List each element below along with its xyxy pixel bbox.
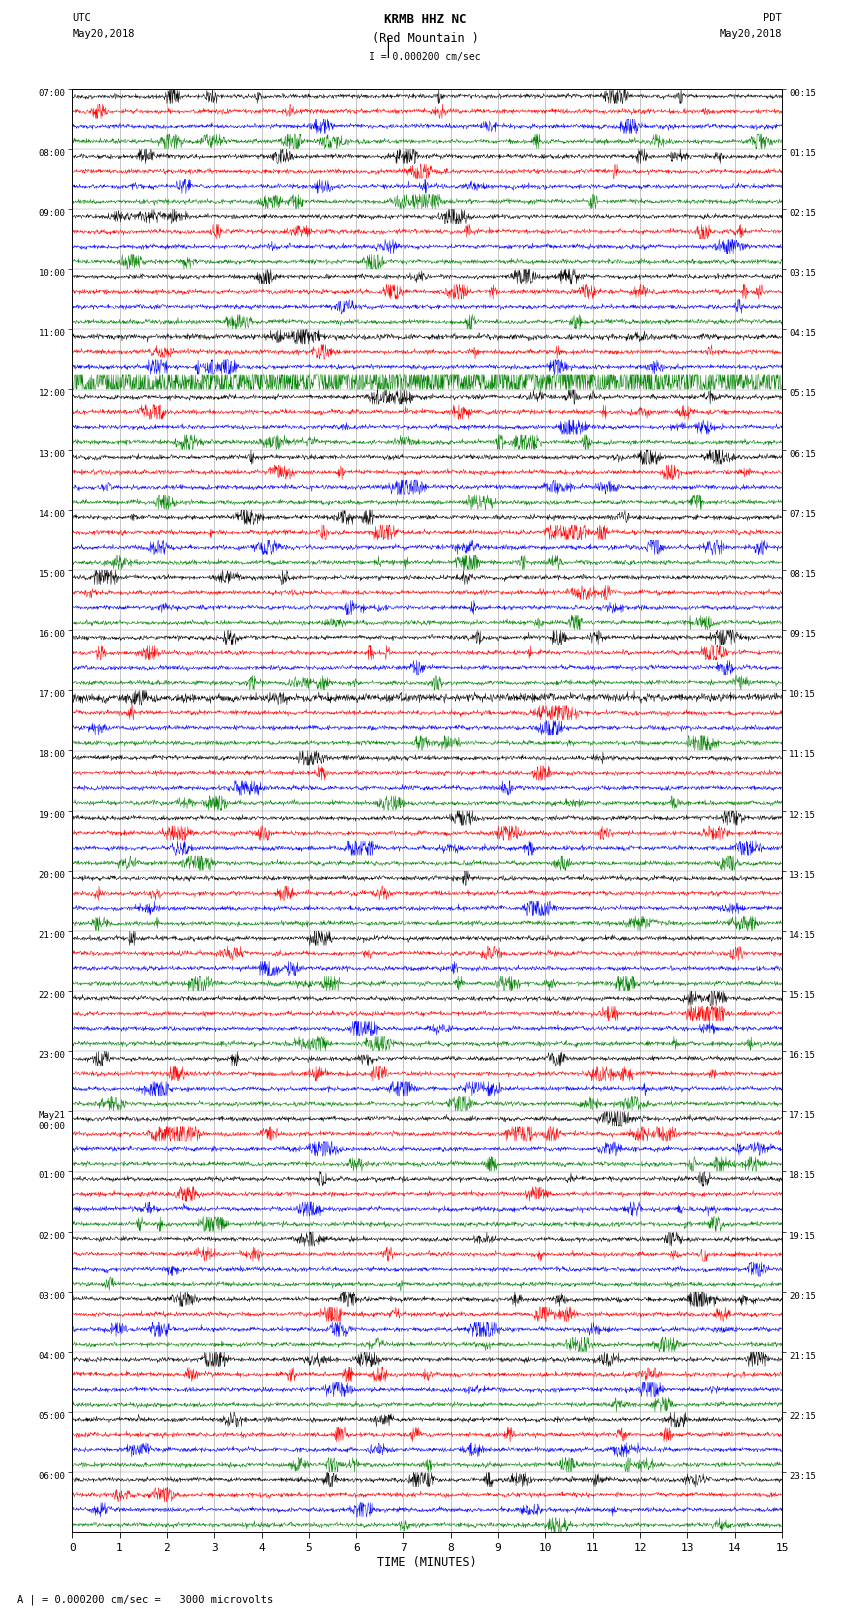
X-axis label: TIME (MINUTES): TIME (MINUTES) [377, 1555, 477, 1568]
Text: KRMB HHZ NC: KRMB HHZ NC [383, 13, 467, 26]
Text: PDT: PDT [763, 13, 782, 23]
Text: A | = 0.000200 cm/sec =   3000 microvolts: A | = 0.000200 cm/sec = 3000 microvolts [17, 1594, 273, 1605]
Text: I = 0.000200 cm/sec: I = 0.000200 cm/sec [369, 52, 481, 61]
Text: May20,2018: May20,2018 [719, 29, 782, 39]
Text: May20,2018: May20,2018 [72, 29, 135, 39]
Text: (Red Mountain ): (Red Mountain ) [371, 32, 479, 45]
Text: UTC: UTC [72, 13, 91, 23]
